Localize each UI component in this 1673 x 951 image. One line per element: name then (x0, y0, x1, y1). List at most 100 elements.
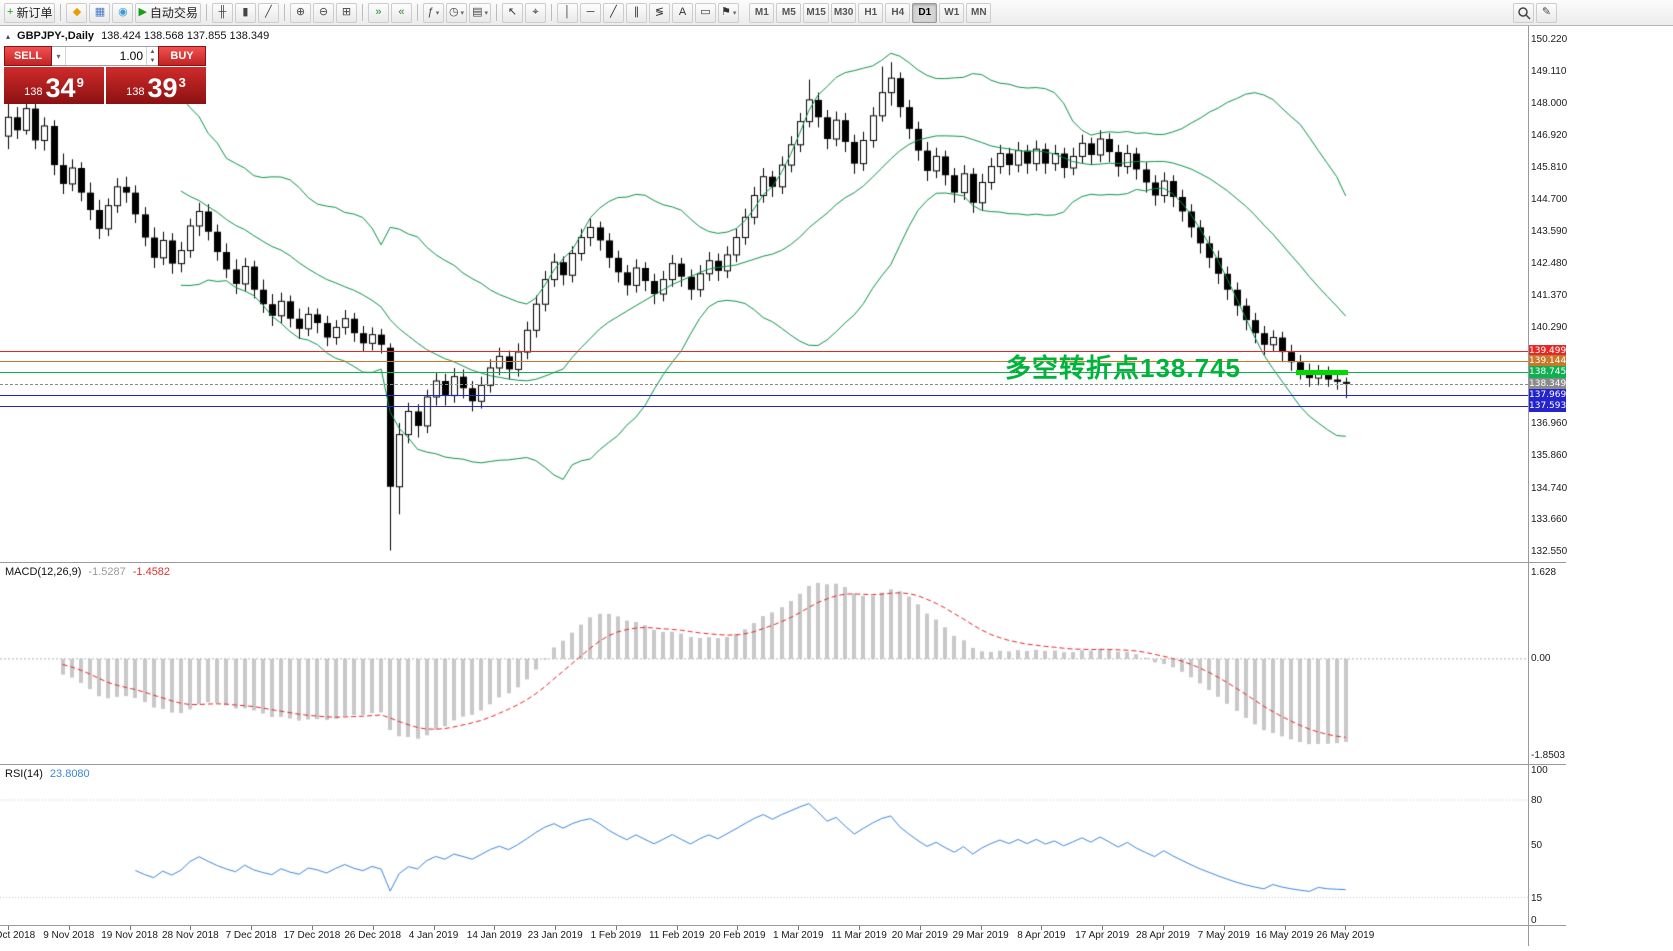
zoom-in-button[interactable]: ⊕ (289, 2, 311, 23)
search-button[interactable] (1513, 2, 1534, 23)
time-scale[interactable]: 31 Oct 2018 9 Nov 2018 19 Nov 2018 28 Nov 2… (0, 926, 1566, 948)
volume-down-icon[interactable]: ▼ (149, 57, 156, 64)
navigator-button[interactable]: ◉ (112, 2, 134, 23)
timeframe-h4-button[interactable]: H4 (885, 2, 911, 23)
horizontal-level-line[interactable] (0, 361, 1528, 362)
horizontal-level-line[interactable] (0, 372, 1528, 373)
price-scale-separator (1528, 26, 1529, 946)
horizontal-level-line[interactable] (0, 406, 1528, 407)
time-tick (372, 926, 374, 930)
rsi-value: 23.8080 (49, 768, 90, 780)
macd-panel-canvas[interactable] (0, 563, 1528, 764)
market-watch-button[interactable]: ▦ (89, 2, 111, 23)
date-label: 11 Feb 2019 (648, 930, 705, 941)
tile-windows-icon: ⊞ (341, 6, 352, 18)
buy-price-button[interactable]: 138 39 3 (106, 67, 206, 104)
one-click-panel-toggle-icon[interactable]: ▴ (6, 31, 11, 41)
templates-button[interactable]: ▤ ▾ (469, 2, 491, 23)
current-price-line[interactable] (0, 384, 1528, 385)
tile-windows-button[interactable]: ⊞ (335, 2, 357, 23)
dropdown-caret-icon: ▾ (484, 9, 488, 17)
sell-button[interactable]: SELL (4, 46, 52, 66)
dropdown-caret-icon: ▾ (732, 9, 737, 17)
support-highlight-segment[interactable] (1296, 370, 1348, 375)
quick-edit-button[interactable]: ✎ (1536, 2, 1557, 23)
price-chart-canvas[interactable] (0, 26, 1528, 562)
vertical-line-button[interactable]: │ (556, 2, 578, 23)
time-tick (919, 926, 921, 930)
timeframe-m15-button[interactable]: M15 (803, 2, 829, 23)
toolbar-separator (60, 4, 62, 21)
volume-input[interactable]: 1.00 (119, 49, 143, 63)
timeframe-mn-button[interactable]: MN (966, 2, 992, 23)
time-tick (1223, 926, 1225, 930)
time-tick (737, 926, 739, 930)
autotrading-button[interactable]: ▶ 自动交易 (135, 2, 201, 23)
toolbar-separator (416, 4, 418, 21)
chart-annotation-text[interactable]: 多空转折点138.745 (1005, 353, 1241, 383)
indicators-button[interactable]: ƒ ▾ (422, 2, 444, 23)
dropdown-caret-icon: ▾ (435, 9, 440, 17)
date-label: 20 Mar 2019 (891, 930, 948, 941)
candlestick-chart-button[interactable]: ▮ (234, 2, 256, 23)
timeframe-m1-button[interactable]: M1 (749, 2, 775, 23)
timeframe-m5-button[interactable]: M5 (776, 2, 802, 23)
volume-preset-caret-icon[interactable]: ▾ (52, 47, 66, 65)
cursor-button[interactable]: ↖ (501, 2, 523, 23)
arrow-tools-icon: ⚑ (720, 6, 731, 18)
rsi-panel-canvas[interactable] (0, 765, 1528, 925)
panel-separator[interactable] (0, 562, 1566, 563)
date-label: 26 May 2019 (1316, 930, 1375, 941)
rsi-title: RSI(14) (5, 768, 43, 780)
buy-price-prefix: 138 (126, 86, 145, 98)
time-tick (1041, 926, 1043, 930)
panel-separator[interactable] (0, 925, 1566, 926)
price-scale-label: 143.590 (1531, 226, 1568, 238)
date-label: 7 Dec 2018 (225, 930, 277, 941)
equidistant-channel-button[interactable]: ∥ (625, 2, 647, 23)
date-label: 1 Feb 2019 (590, 930, 642, 941)
auto-scroll-button[interactable]: » (367, 2, 389, 23)
volume-up-icon[interactable]: ▲ (149, 48, 156, 55)
arrow-tools-button[interactable]: ⚑ ▾ (717, 2, 740, 23)
timeframe-w1-button[interactable]: W1 (939, 2, 965, 23)
text-button[interactable]: A (671, 2, 693, 23)
chart-shift-button[interactable]: « (390, 2, 412, 23)
new-order-button-label: 新订单 (16, 6, 53, 20)
zoom-out-button[interactable]: ⊖ (312, 2, 334, 23)
volume-control[interactable]: ▾ 1.00 ▲ ▼ (52, 46, 158, 66)
mql5-community-button[interactable]: ◆ (66, 2, 88, 23)
buy-button[interactable]: BUY (158, 46, 206, 66)
price-scale-label: 144.700 (1531, 193, 1568, 205)
new-order-button[interactable]: + 新订单 (4, 2, 56, 23)
price-scale-label: 148.000 (1531, 98, 1568, 110)
time-tick (676, 926, 678, 930)
horizontal-level-line[interactable] (0, 351, 1528, 352)
text-label-button[interactable]: ▭ (694, 2, 716, 23)
rsi-indicator-label: RSI(14) 23.8080 (5, 768, 90, 780)
fibonacci-button[interactable]: ≶ (648, 2, 670, 23)
sell-price-sup: 9 (76, 75, 84, 90)
price-scale-label: 132.550 (1531, 545, 1568, 557)
time-tick (1163, 926, 1164, 930)
sell-price-button[interactable]: 138 34 9 (4, 67, 104, 104)
crosshair-icon: ⌖ (532, 6, 539, 18)
line-chart-button[interactable]: ╱ (257, 2, 279, 23)
horizontal-line-button[interactable]: ─ (579, 2, 601, 23)
timeframe-d1-button[interactable]: D1 (912, 2, 938, 23)
crosshair-button[interactable]: ⌖ (524, 2, 546, 23)
panel-separator[interactable] (0, 764, 1566, 765)
price-scale-label: 150.220 (1531, 33, 1568, 45)
bar-chart-icon: ╫ (218, 6, 227, 18)
timeframe-h1-button[interactable]: H1 (858, 2, 884, 23)
price-scale-label: 146.920 (1531, 129, 1568, 141)
bar-chart-button[interactable]: ╫ (211, 2, 233, 23)
trendline-button[interactable]: ╱ (602, 2, 624, 23)
price-tag: 137.969 (1529, 389, 1567, 401)
horizontal-level-line[interactable] (0, 395, 1528, 396)
periods-button[interactable]: ◷ ▾ (445, 2, 468, 23)
price-scale-label: 149.110 (1531, 66, 1567, 78)
price-scale-label: 136.960 (1531, 418, 1568, 430)
timeframe-m30-button[interactable]: M30 (830, 2, 857, 23)
